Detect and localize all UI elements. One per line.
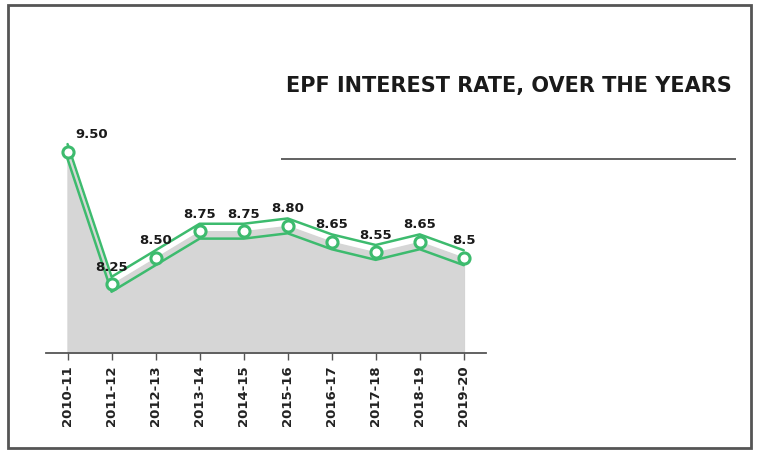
Text: 8.80: 8.80 bbox=[271, 202, 304, 215]
Text: 8.65: 8.65 bbox=[315, 218, 348, 231]
Text: 9.50: 9.50 bbox=[75, 128, 108, 141]
Text: 8.65: 8.65 bbox=[403, 218, 436, 231]
Text: 8.75: 8.75 bbox=[228, 207, 260, 221]
Text: 8.50: 8.50 bbox=[139, 234, 172, 247]
Text: 8.55: 8.55 bbox=[360, 229, 392, 242]
Text: 8.25: 8.25 bbox=[96, 260, 128, 274]
Text: 8.75: 8.75 bbox=[184, 207, 216, 221]
Text: EPF INTEREST RATE, OVER THE YEARS: EPF INTEREST RATE, OVER THE YEARS bbox=[285, 76, 732, 96]
Text: 8.5: 8.5 bbox=[452, 234, 475, 247]
